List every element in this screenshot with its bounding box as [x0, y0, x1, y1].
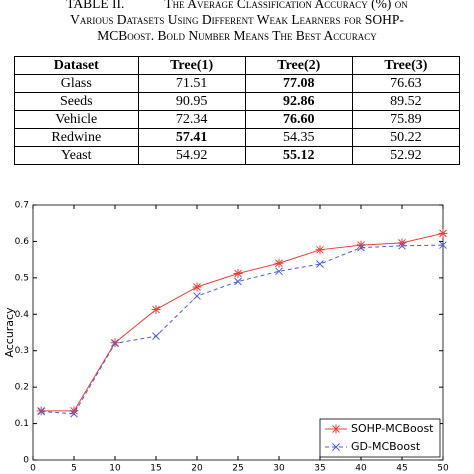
table-cell: 54.92: [137, 146, 246, 165]
header-cell: Tree(3): [351, 56, 461, 75]
y-tick-label: 0.6: [15, 237, 30, 247]
table-cell: 57.41: [137, 128, 246, 147]
table-cell: 55.12: [244, 146, 353, 165]
y-tick-label: 0.1: [15, 419, 29, 429]
data-point: [439, 241, 447, 249]
data-point: [438, 228, 448, 238]
data-point: [356, 240, 366, 250]
legend-label: GD-MCBoost: [351, 440, 421, 453]
x-tick-label: 10: [109, 464, 121, 474]
y-tick-label: 0.4: [15, 310, 30, 320]
y-tick-label: 0.2: [15, 383, 29, 393]
table-cell: Vehicle: [14, 110, 139, 129]
results-table: Dataset Tree(1) Tree(2) Tree(3) Glass 71.51 77…: [14, 56, 461, 165]
x-tick-label: 40: [355, 464, 367, 474]
data-point: [357, 243, 365, 252]
table-cell: 89.52: [351, 92, 461, 111]
header-cell: Tree(1): [137, 56, 246, 75]
data-point: [111, 339, 119, 348]
data-point: [69, 406, 79, 416]
table-row: Seeds 90.95 92.86 89.52: [14, 92, 461, 111]
table-cell: 71.51: [137, 74, 246, 93]
table-cell: 52.92: [351, 146, 461, 165]
table-cell: 90.95: [137, 92, 246, 111]
data-point: [315, 245, 325, 255]
table-cell: 76.63: [351, 74, 461, 93]
y-tick-label: 0.5: [15, 273, 29, 283]
x-tick-label: 15: [150, 464, 161, 474]
data-point: [275, 267, 283, 276]
caption-line: TABLE II. The Average Classification Accu…: [0, 0, 474, 12]
x-tick-label: 30: [273, 464, 285, 474]
chart: 0 0.1 0.2 0.3 0.4 0.5 0.6 0.7 0 5 10 15 20 25 30 35 40 45…: [3, 201, 449, 474]
x-tick-label: 35: [314, 464, 325, 474]
series-line: [41, 244, 444, 415]
data-point: [151, 305, 161, 315]
header-cell: Tree(2): [244, 56, 353, 75]
data-point: [234, 277, 242, 286]
table-row: Vehicle 72.34 76.60 75.89: [14, 110, 461, 129]
data-point: [316, 260, 324, 268]
table-row: Glass 71.51 77.08 76.63: [14, 74, 461, 93]
data-point: [37, 407, 46, 416]
data-point: [70, 409, 78, 418]
table-cell: 50.22: [351, 128, 461, 147]
caption-line: Various Datasets Using Different Weak Le…: [70, 12, 404, 27]
legend-box: [319, 418, 441, 458]
legend-marker: [332, 443, 340, 451]
data-point: [397, 238, 407, 248]
table-cell: 77.08: [244, 74, 353, 93]
data-point: [274, 258, 284, 268]
data-point: [233, 268, 243, 278]
table-cell: Seeds: [14, 92, 139, 111]
table-row: Yeast 54.92 55.12 52.92: [14, 146, 461, 165]
header-row: Dataset Tree(1) Tree(2) Tree(3): [14, 56, 461, 75]
header-cell: Dataset: [14, 56, 139, 75]
caption-line: MCBoost. Bold Number Means The Best Accu…: [97, 28, 377, 43]
legend-label: SOHP-MCBoost: [351, 422, 434, 435]
y-tick-label: 0: [23, 456, 29, 466]
table-cell: 76.60: [244, 110, 353, 129]
x-tick-label: 45: [396, 464, 407, 474]
data-point: [193, 292, 201, 300]
caption-text: The Average Classification Accuracy (%) …: [164, 0, 408, 11]
data-point: [398, 241, 406, 250]
y-tick-label: 0.3: [15, 346, 29, 356]
x-tick-label: 20: [191, 464, 203, 474]
data-point: [36, 406, 46, 416]
x-tick-label: 50: [437, 464, 449, 474]
data-point: [110, 338, 120, 348]
table-cell: 54.35: [244, 128, 353, 147]
table-cell: 75.89: [351, 110, 461, 129]
series-line: [41, 232, 444, 412]
y-tick-label: 0.7: [15, 201, 29, 211]
legend-marker: [331, 424, 341, 434]
table-row: Redwine 57.41 54.35 50.22: [14, 128, 461, 147]
table-cell: Yeast: [14, 146, 139, 165]
data-point: [152, 332, 160, 340]
x-tick-label: 25: [232, 464, 243, 474]
caption: TABLE II. The Average Classification Accu…: [0, 0, 474, 44]
table-cell: Glass: [14, 74, 139, 93]
x-tick-label: 5: [71, 464, 77, 474]
y-axis-label: Accuracy: [3, 307, 16, 358]
caption-label: TABLE II.: [66, 0, 125, 11]
table-cell: 92.86: [244, 92, 353, 111]
table-cell: Redwine: [14, 128, 139, 147]
x-tick-label: 0: [30, 464, 36, 474]
table-cell: 72.34: [137, 110, 246, 129]
data-point: [192, 282, 202, 292]
